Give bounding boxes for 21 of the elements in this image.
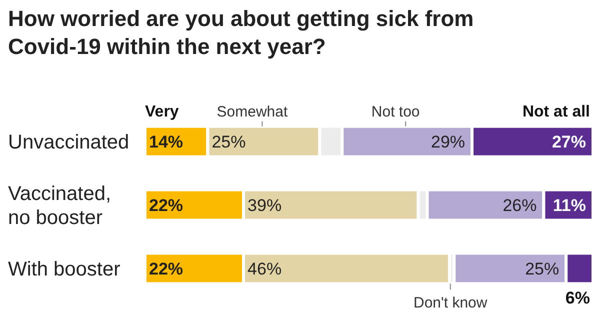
data-label: 11% <box>552 196 586 215</box>
series-label: Very <box>145 103 179 120</box>
data-label: 26% <box>502 196 537 215</box>
data-label: 27% <box>552 132 586 152</box>
series-label: Not too <box>371 103 420 120</box>
series-label: Somewhat <box>216 103 288 120</box>
data-label: 29% <box>431 132 466 152</box>
data-label: 46% <box>248 259 282 278</box>
data-label: 22% <box>149 196 184 215</box>
y-tick-label: Vaccinated, no booster <box>8 183 112 229</box>
data-label: 6% <box>565 288 590 308</box>
data-label: 25% <box>525 259 560 278</box>
data-label: 14% <box>149 132 184 152</box>
y-tick-label: With booster <box>8 258 121 280</box>
data-label: 39% <box>248 196 282 215</box>
chart-title: How worried are you about getting sick from Covid-19 within the next year? <box>8 6 474 59</box>
y-tick-label: Unvaccinated <box>8 132 130 154</box>
data-label: 25% <box>212 132 246 152</box>
series-label: Not at all <box>522 103 590 120</box>
data-label: 22% <box>149 259 184 278</box>
series-label: Don't know <box>414 294 488 312</box>
